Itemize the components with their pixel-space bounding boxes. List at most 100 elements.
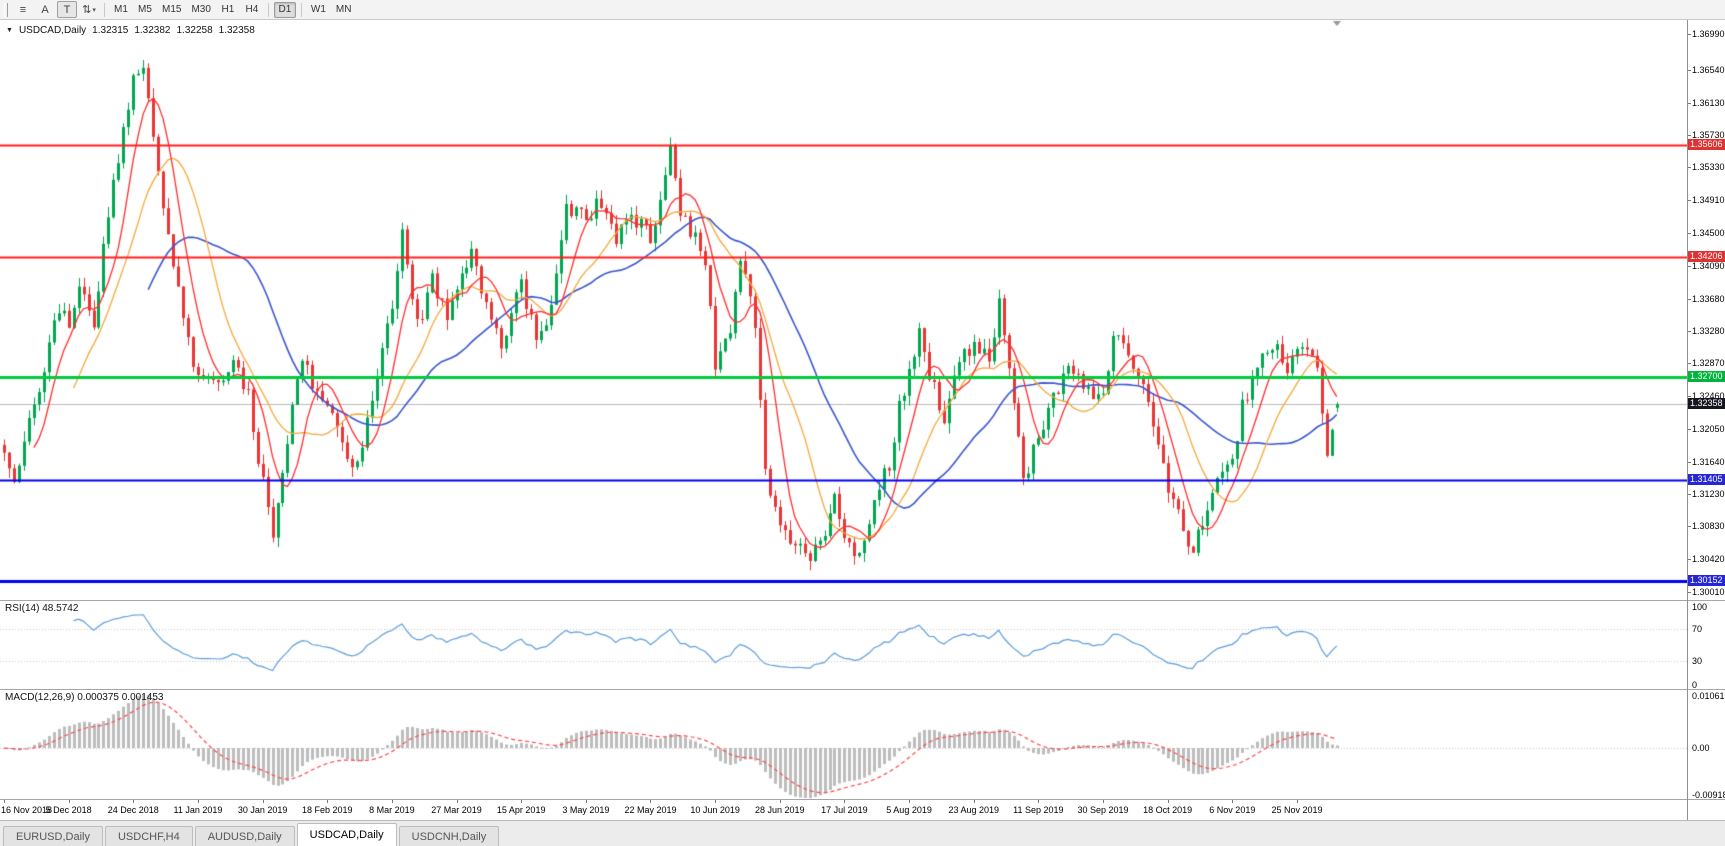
date-axis-tick xyxy=(1168,800,1169,803)
price-axis-tick xyxy=(1688,167,1691,168)
date-axis-label: 18 Feb 2019 xyxy=(301,805,353,815)
price-axis-label: 1.31640 xyxy=(1692,456,1725,467)
rsi-axis-label: 100 xyxy=(1692,602,1708,612)
date-axis-label: 22 May 2019 xyxy=(624,805,677,815)
date-axis-tick xyxy=(586,800,587,803)
price-axis-label: 1.30010 xyxy=(1692,587,1725,597)
date-axis-label: 30 Sep 2019 xyxy=(1077,805,1129,815)
date-axis-tick xyxy=(69,800,70,803)
timeframe-m1-button[interactable]: M1 xyxy=(114,4,128,15)
price-axis-label: 1.32460 xyxy=(1692,391,1725,402)
chart-list-icon: ≡ xyxy=(19,3,27,16)
date-axis-label: 24 Dec 2018 xyxy=(107,805,159,815)
arrow-tool-icon: A xyxy=(41,3,49,16)
chart-list-button[interactable]: ≡ xyxy=(13,1,33,18)
date-axis-tick xyxy=(1232,800,1233,803)
date-axis-label: 16 Nov 2018 xyxy=(1,805,53,815)
chart-dropdown-icon[interactable]: ▼ xyxy=(6,27,13,34)
timeframe-h4-button[interactable]: H4 xyxy=(245,4,259,15)
chart-window: ▼ USDCAD,Daily 1.32315 1.32382 1.32258 1… xyxy=(0,20,1725,820)
chart-tab-bar: EURUSD,Daily USDCHF,H4 AUDUSD,Daily USDCAD,… xyxy=(0,820,1725,846)
price-axis-tick xyxy=(1688,331,1691,332)
date-axis-tick xyxy=(1297,800,1298,803)
panel-separator[interactable] xyxy=(0,799,1725,800)
toolbar-separator xyxy=(267,2,269,17)
price-axis-label: 1.36990 xyxy=(1692,29,1725,39)
date-axis-label: 10 Jun 2019 xyxy=(690,805,740,815)
arrow-tool-button[interactable]: A xyxy=(35,1,55,18)
toolbar-drag-handle[interactable] xyxy=(4,2,8,17)
date-axis-label: 30 Jan 2019 xyxy=(237,805,288,815)
date-axis-label: 27 Mar 2019 xyxy=(431,805,482,815)
cursor-tool-button[interactable]: ⇅ ▾ xyxy=(79,1,99,18)
price-axis[interactable]: 1.36990 1.36540 1.36130 1.35730 1.35330 1.349… xyxy=(1687,20,1725,820)
price-axis-label: 1.34910 xyxy=(1692,195,1725,206)
date-axis-label: 6 Nov 2019 xyxy=(1209,805,1256,815)
date-axis-label: 11 Sep 2019 xyxy=(1013,805,1064,815)
price-axis-label: 1.35730 xyxy=(1692,129,1725,140)
timeframe-mn-button[interactable]: MN xyxy=(335,4,352,15)
text-tool-button[interactable]: T xyxy=(57,1,77,18)
price-axis-label: 1.34500 xyxy=(1692,228,1725,239)
price-axis-label: 1.36540 xyxy=(1692,64,1725,75)
macd-label: MACD(12,26,9) 0.000375 0.001453 xyxy=(5,692,164,703)
tab-eurusd-daily[interactable]: EURUSD,Daily xyxy=(3,826,103,846)
date-axis-label: 17 Jul 2019 xyxy=(821,805,868,815)
price-axis-label: 1.33280 xyxy=(1692,325,1725,336)
date-axis-label: 15 Apr 2019 xyxy=(496,805,546,815)
price-axis-label: 1.30420 xyxy=(1692,554,1725,565)
current-price-badge: 1.32358 xyxy=(1688,398,1725,410)
price-axis-tick xyxy=(1688,429,1691,430)
chart-low-value: 1.32258 xyxy=(176,25,213,36)
macd-panel-canvas[interactable] xyxy=(0,690,1687,799)
timeframe-m5-button[interactable]: M5 xyxy=(138,4,152,15)
tab-usdcad-daily[interactable]: USDCAD,Daily xyxy=(296,823,397,846)
date-axis[interactable]: 16 Nov 2018 5 Dec 2018 24 Dec 2018 11 Jan 2… xyxy=(0,800,1687,820)
price-axis-tick xyxy=(1688,266,1691,267)
price-axis-tick xyxy=(1688,70,1691,71)
date-axis-tick xyxy=(780,800,781,803)
date-axis-label: 23 Aug 2019 xyxy=(948,805,1000,815)
timeframe-w1-button[interactable]: W1 xyxy=(310,4,326,15)
date-axis-tick xyxy=(457,800,458,803)
date-axis-tick xyxy=(521,800,522,803)
text-tool-icon: T xyxy=(63,3,71,16)
date-axis-tick xyxy=(650,800,651,803)
chart-title: ▼ USDCAD,Daily 1.32315 1.32382 1.32258 1… xyxy=(6,25,255,36)
price-axis-tick xyxy=(1688,526,1691,527)
rsi-axis-label: 70 xyxy=(1692,624,1703,634)
toolbar-left-buttons: ≡ A T ⇅ ▾ xyxy=(12,0,100,19)
dropdown-caret-icon: ▾ xyxy=(92,6,96,14)
date-axis-tick xyxy=(133,800,134,803)
main-chart-canvas[interactable] xyxy=(0,20,1687,600)
panel-separator[interactable] xyxy=(0,689,1725,690)
date-axis-label: 3 May 2019 xyxy=(562,805,610,815)
price-axis-label: 1.30830 xyxy=(1692,521,1725,532)
price-axis-label: 1.31230 xyxy=(1692,489,1725,500)
tab-usdchf-h4[interactable]: USDCHF,H4 xyxy=(104,826,193,846)
price-axis-label: 1.32870 xyxy=(1692,358,1725,369)
date-axis-tick xyxy=(844,800,845,803)
price-axis-tick xyxy=(1688,396,1691,397)
price-axis-tick xyxy=(1688,462,1691,463)
timeframe-h1-button[interactable]: H1 xyxy=(221,4,235,15)
price-level-badge: 1.31405 xyxy=(1688,474,1725,486)
timeframe-d1-button[interactable]: D1 xyxy=(273,1,296,18)
timeframe-m30-button[interactable]: M30 xyxy=(191,4,211,15)
toolbar-separator xyxy=(300,2,302,17)
date-axis-label: 11 Jan 2019 xyxy=(173,805,223,815)
price-axis-tick xyxy=(1688,494,1691,495)
date-axis-label: 25 Nov 2019 xyxy=(1271,805,1323,815)
panel-separator[interactable] xyxy=(0,600,1725,601)
timeframe-m15-button[interactable]: M15 xyxy=(162,4,182,15)
tab-usdcnh-daily[interactable]: USDCNH,Daily xyxy=(398,826,500,846)
tab-audusd-daily[interactable]: AUDUSD,Daily xyxy=(194,826,295,846)
date-axis-tick xyxy=(909,800,910,803)
date-axis-tick xyxy=(4,800,5,803)
price-axis-label: 1.36130 xyxy=(1692,97,1725,108)
price-level-badge: 1.30152 xyxy=(1688,574,1725,586)
macd-axis-label: 0.010615 xyxy=(1692,691,1725,701)
date-axis-tick xyxy=(198,800,199,803)
cursor-tool-icon: ⇅ xyxy=(82,4,92,16)
rsi-panel-canvas[interactable] xyxy=(0,601,1687,689)
